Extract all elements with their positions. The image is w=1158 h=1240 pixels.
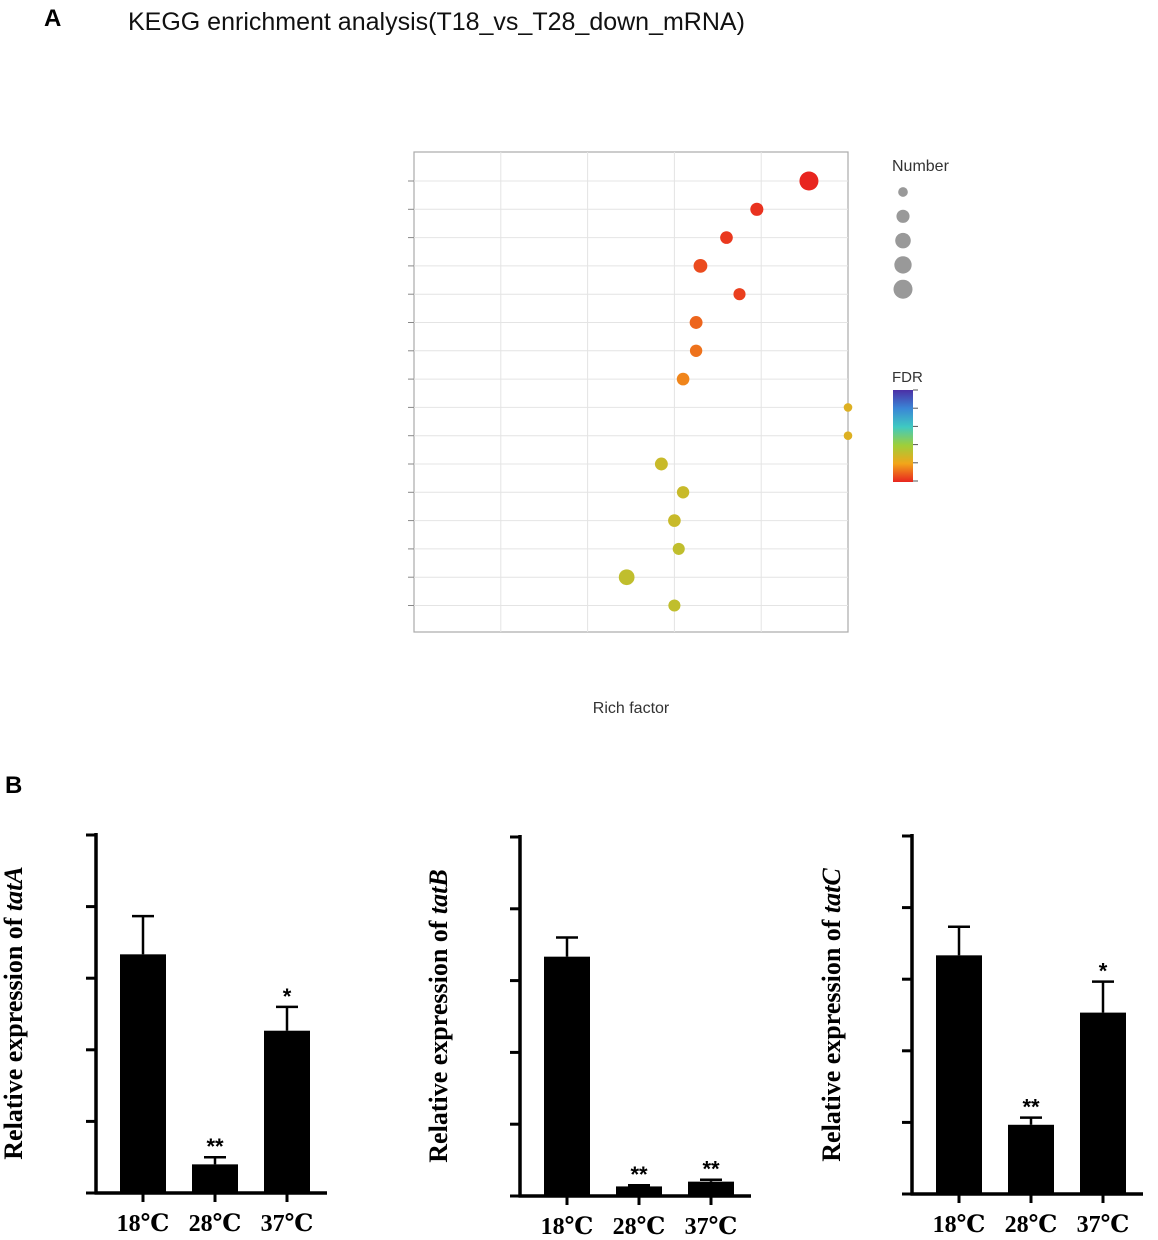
bar-chart-tatC: Relative expression of tatC 18℃ ** 28℃ * 37℃ [817, 834, 1143, 1238]
kegg-points [618, 171, 853, 612]
y-axis-label: Relative expression of tatA [0, 866, 28, 1159]
x-tick-label: 18℃ [541, 1214, 594, 1240]
kegg-plot-frame [413, 151, 849, 633]
kegg-point [720, 231, 733, 244]
kegg-point [799, 171, 819, 191]
x-tick-label: 28℃ [189, 1211, 242, 1237]
fdr-legend-title: FDR [892, 369, 923, 386]
kegg-point [668, 599, 681, 612]
x-tick-label: 28℃ [1005, 1212, 1058, 1238]
bar [616, 1186, 662, 1196]
y-axis-label-prefix: Relative expression of [424, 914, 453, 1163]
bar [120, 954, 166, 1193]
y-axis-label: Relative expression of tatC [817, 868, 846, 1162]
bar [688, 1181, 734, 1196]
kegg-point [672, 542, 685, 555]
kegg-point [618, 569, 635, 586]
x-tick-label: 28℃ [613, 1214, 666, 1240]
kegg-grid [408, 152, 848, 632]
qpcr-bar-charts: Relative expression of tatA18℃**28℃*37℃R… [0, 833, 1143, 1240]
kegg-point [668, 514, 681, 527]
y-axis-label-prefix: Relative expression of [817, 913, 846, 1162]
fdr-color-legend: FDR [892, 369, 923, 482]
significance-label: ** [630, 1162, 648, 1187]
y-axis-label: Relative expression of tatB [424, 869, 453, 1162]
bar [192, 1164, 238, 1193]
kegg-point [676, 372, 690, 386]
bar-chart-tatB: Relative expression of tatB 18℃ ** 28℃ ** 37℃ [424, 835, 751, 1240]
significance-label: * [1099, 959, 1108, 984]
significance-label: * [283, 984, 292, 1009]
x-tick-label: 18℃ [117, 1211, 170, 1237]
x-tick-label: 37℃ [685, 1214, 738, 1240]
size-legend-dot [895, 232, 911, 249]
significance-label: ** [206, 1134, 224, 1159]
panel-b-letter: B [5, 772, 22, 799]
number-legend-title: Number [892, 158, 950, 175]
y-axis-label-prefix: Relative expression of [0, 911, 28, 1160]
bar [1008, 1124, 1054, 1194]
kegg-point [676, 486, 690, 499]
kegg-point [843, 431, 853, 441]
size-legend-dot [898, 187, 908, 197]
significance-label: ** [702, 1157, 720, 1182]
kegg-point [733, 288, 746, 301]
kegg-point [689, 316, 703, 329]
bar [936, 955, 982, 1194]
bar [264, 1030, 310, 1193]
kegg-bubble-plot [408, 151, 853, 633]
panel-a-letter: A [44, 5, 61, 32]
kegg-point [654, 457, 668, 471]
kegg-x-axis-label: Rich factor [593, 700, 670, 717]
kegg-chart-title: KEGG enrichment analysis(T18_vs_T28_down… [128, 8, 745, 36]
bar [544, 956, 590, 1196]
fdr-color-bar [893, 390, 913, 482]
bar-chart-tatA: Relative expression of tatA 18℃ ** 28℃ * 37℃ [0, 833, 327, 1237]
kegg-point [689, 344, 703, 357]
y-axis-label-gene: tatB [424, 869, 453, 914]
y-axis-label-gene: tatA [0, 866, 28, 911]
significance-label: ** [1022, 1095, 1040, 1120]
size-legend-dot [894, 256, 912, 274]
bar [1080, 1012, 1126, 1194]
x-tick-label: 18℃ [933, 1212, 986, 1238]
number-size-legend: Number [892, 158, 950, 299]
kegg-point [750, 202, 764, 216]
x-tick-label: 37℃ [261, 1211, 314, 1237]
kegg-point [693, 259, 708, 273]
y-axis-label-gene: tatC [817, 868, 846, 913]
size-legend-dot [893, 279, 913, 299]
size-legend-dot [896, 209, 910, 223]
kegg-point [843, 403, 853, 412]
x-tick-label: 37℃ [1077, 1212, 1130, 1238]
